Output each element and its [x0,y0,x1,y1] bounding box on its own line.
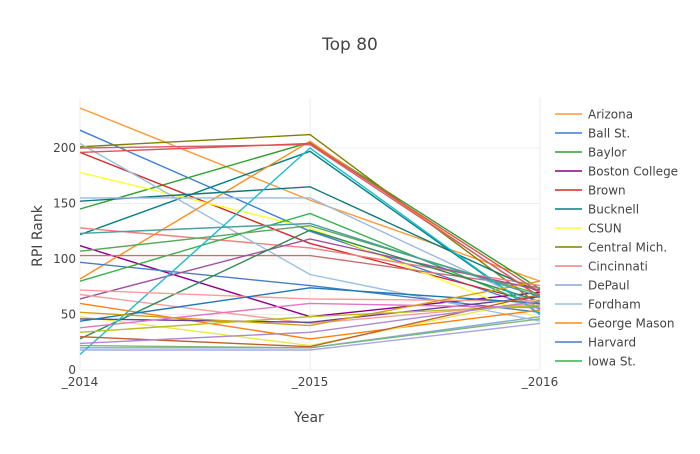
series-line[interactable] [80,197,541,307]
legend-label: Ball St. [588,127,630,141]
y-tick-label: 100 [53,252,76,266]
legend-label: Baylor [588,146,626,160]
legend-item[interactable]: Central Mich. [555,241,667,255]
series-line[interactable] [79,298,541,347]
chart-title: Top 80 [321,35,378,55]
x-tick-label: _2015 [291,375,329,389]
x-tick-label: _2016 [521,375,559,389]
series-line[interactable] [79,280,541,327]
series-line[interactable] [79,229,541,340]
legend-label: Bucknell [588,203,639,217]
series-line[interactable] [79,302,541,340]
axes: 0 50 100 150 200 _2014 _2015 _2016 [53,141,558,389]
series-line[interactable] [79,238,541,300]
legend-label: DePaul [588,279,630,293]
legend-item[interactable]: Fordham [555,298,641,312]
legend-label: Arizona [588,108,633,122]
series-line[interactable] [79,293,541,325]
series-line[interactable] [79,318,541,349]
legend-label: Brown [588,184,626,198]
series-lines [79,107,541,356]
legend-label: Central Mich. [588,241,667,255]
legend-label: Harvard [588,336,636,350]
series-line[interactable] [79,142,541,293]
legend-item[interactable]: Cincinnati [555,260,648,274]
series-line[interactable] [79,133,541,307]
legend-item[interactable]: Baylor [555,146,626,160]
legend-item[interactable]: Iowa St. [555,355,636,369]
series-line[interactable] [79,300,541,345]
legend: Arizona Ball St. Baylor Boston College Brown… [555,108,678,369]
series-line[interactable] [79,289,541,302]
legend-item[interactable]: CSUN [555,222,622,236]
series-line[interactable] [79,261,541,313]
series-line[interactable] [79,143,541,298]
legend-label: Fordham [588,298,641,312]
series-line[interactable] [79,186,541,293]
series-line[interactable] [80,322,541,351]
legend-item[interactable]: Brown [555,184,626,198]
legend-label: Iowa St. [588,355,636,369]
series-line[interactable] [79,150,541,316]
series-line[interactable] [79,171,541,320]
series-line[interactable] [79,151,541,305]
y-tick-label: 200 [53,141,76,155]
series-line[interactable] [79,222,541,298]
y-tick-label: 150 [53,196,76,210]
legend-item[interactable]: Bucknell [555,203,639,217]
series-line[interactable] [79,302,541,329]
legend-item[interactable]: DePaul [555,279,630,293]
series-line[interactable] [79,287,541,322]
legend-item[interactable]: Arizona [555,108,633,122]
series-line[interactable] [79,304,541,333]
legend-label: CSUN [588,222,622,236]
legend-item[interactable]: Boston College [555,165,678,179]
x-tick-label: _2014 [61,375,99,389]
series-line[interactable] [79,147,541,356]
y-tick-label: 0 [68,363,76,377]
legend-item[interactable]: Ball St. [555,127,630,141]
legend-item[interactable]: Harvard [555,336,636,350]
legend-label: George Mason [588,317,674,331]
x-axis-label: Year [293,410,324,426]
series-line[interactable] [79,107,541,282]
legend-item[interactable]: George Mason [555,317,674,331]
legend-label: Cincinnati [588,260,648,274]
legend-label: Boston College [588,165,678,179]
y-axis-label: RPI Rank [30,204,46,267]
y-tick-label: 50 [61,307,76,321]
